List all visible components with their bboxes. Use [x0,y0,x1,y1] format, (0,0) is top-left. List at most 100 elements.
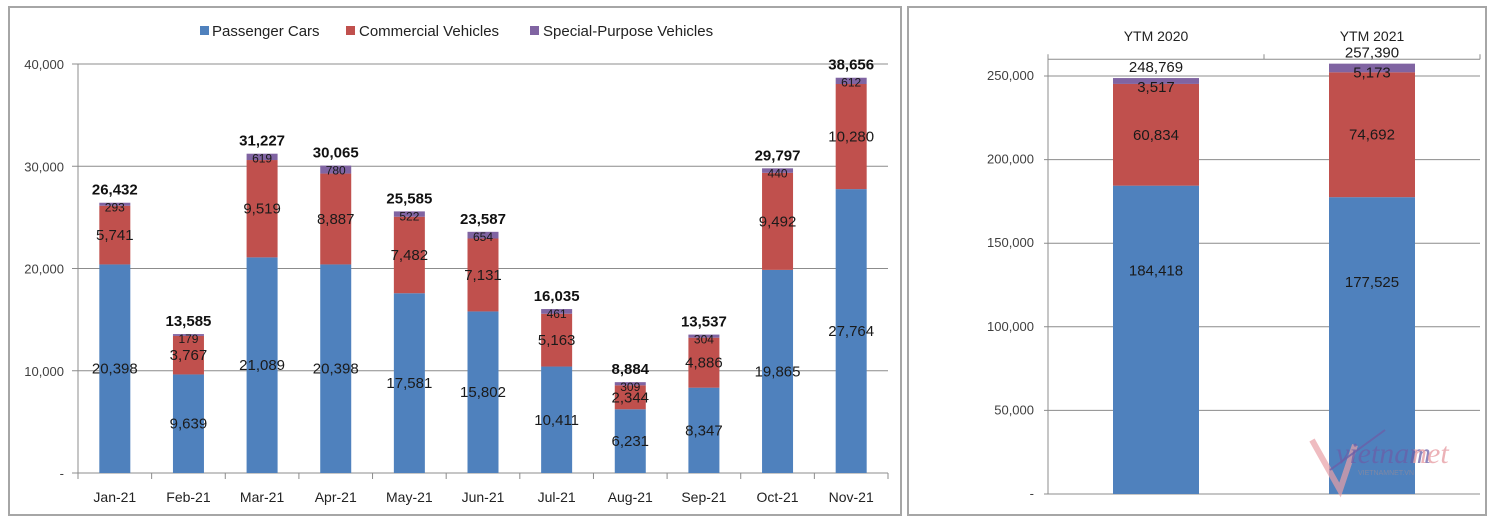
monthly-sales-chart-panel [8,6,902,516]
data-label-special: 440 [768,166,788,180]
data-label-commercial: 7,131 [464,267,502,284]
y-tick-label: 200,000 [987,152,1034,167]
data-label-passenger: 8,347 [685,422,723,439]
bar-segment-commercial [835,84,867,190]
data-label-special: 304 [694,333,714,347]
bar-segment-passenger [688,387,720,473]
bar-segment-special [320,165,352,174]
legend-swatch-special [530,26,539,35]
monthly-chart: Passenger Cars Commercial Vehicles Speci… [24,23,889,505]
bar-stack [762,168,794,473]
y-tick-label: 250,000 [987,68,1034,83]
x-tick-label: Jan-21 [93,489,136,505]
bar-segment-passenger [246,257,278,473]
bar-segment-passenger [1329,197,1415,494]
data-label-special: 3,517 [1137,79,1175,96]
data-label-passenger: 177,525 [1345,274,1399,291]
bar-segment-special [246,153,278,161]
total-label: 23,587 [460,211,506,228]
data-label-commercial: 8,887 [317,211,355,228]
x-tick-label: Feb-21 [166,489,211,505]
total-label: 30,065 [313,145,359,162]
bar-segment-special [1113,78,1199,84]
y-tick-label: - [60,466,64,481]
x-tick-label: Apr-21 [315,489,357,505]
y-tick-label: 50,000 [994,402,1034,417]
bar-stack [835,77,867,473]
watermark-swoosh [1329,429,1386,471]
bar-segment-passenger [172,374,204,473]
bar-segment-special [1329,63,1415,73]
data-label-passenger: 10,411 [534,412,579,429]
bar-segment-commercial [1113,83,1199,186]
bar-stack [172,334,204,473]
x-tick-label: YTM 2020 [1124,28,1189,44]
legend-label-passenger: Passenger Cars [212,23,320,40]
data-label-commercial: 5,741 [96,227,134,244]
data-label-special: 179 [178,332,198,346]
data-label-passenger: 27,764 [828,323,874,340]
bar-stack [246,153,278,473]
y-tick-label: 150,000 [987,235,1034,250]
total-label: 25,585 [386,190,432,207]
x-tick-label: Jul-21 [538,489,576,505]
bar-segment-commercial [393,216,425,294]
bar-segment-passenger [393,293,425,473]
total-label: 257,390 [1345,45,1399,62]
data-label-special: 612 [841,76,861,90]
total-label: 16,035 [534,288,580,305]
legend-label-special: Special-Purpose Vehicles [543,23,713,40]
legend-swatch-passenger [200,26,209,35]
bar-stack [688,334,720,473]
bar-stack [541,309,573,473]
bar-segment-special [541,309,573,314]
legend-label-commercial: Commercial Vehicles [359,23,499,40]
bar-segment-special [467,231,499,239]
bar-segment-passenger [320,264,352,473]
total-label: 248,769 [1129,59,1183,76]
x-tick-label: Sep-21 [681,489,726,505]
bar-segment-commercial [614,385,646,410]
data-label-passenger: 184,418 [1129,263,1183,280]
bar-segment-passenger [541,366,573,473]
bar-segment-passenger [1113,185,1199,494]
x-tick-label: Oct-21 [757,489,799,505]
data-label-passenger: 20,398 [313,361,359,378]
data-label-special: 780 [326,164,346,178]
bar-segment-commercial [246,160,278,258]
bar-segment-passenger [835,189,867,473]
total-label: 13,585 [166,313,212,330]
bar-segment-passenger [762,269,794,473]
data-label-passenger: 9,639 [170,416,208,433]
total-label: 29,797 [755,147,801,164]
bar-stack [1113,78,1199,494]
bar-segment-commercial [467,238,499,312]
ytd-chart: - 50,000 100,000 150,000 200,000 250,000 184,4… [987,28,1481,501]
data-label-special: 309 [620,380,640,394]
data-label-passenger: 20,398 [92,361,138,378]
bar-segment-special [762,168,794,173]
x-tick-label: Mar-21 [240,489,285,505]
y-tick-label: 20,000 [24,262,64,277]
data-label-commercial: 74,692 [1349,127,1395,144]
data-label-commercial: 60,834 [1133,127,1179,144]
bar-segment-special [393,211,425,217]
data-label-special: 619 [252,152,272,166]
bar-segment-passenger [99,264,131,473]
data-label-passenger: 19,865 [755,363,801,380]
bar-segment-commercial [1329,72,1415,198]
bar-stack [614,382,646,473]
bar-segment-commercial [762,172,794,270]
x-tick-label: Nov-21 [829,489,874,505]
x-tick-label: Jun-21 [462,489,505,505]
watermark-v-mark [1309,438,1358,498]
bar-segment-special [172,334,204,336]
y-tick-label: 10,000 [24,364,64,379]
bar-segment-commercial [541,313,573,367]
data-label-special: 461 [547,307,567,321]
watermark-brand: vietnam [1336,437,1431,470]
total-label: 31,227 [239,133,285,150]
data-label-commercial: 9,519 [243,201,281,218]
bar-segment-commercial [172,335,204,375]
bar-stack [393,211,425,473]
